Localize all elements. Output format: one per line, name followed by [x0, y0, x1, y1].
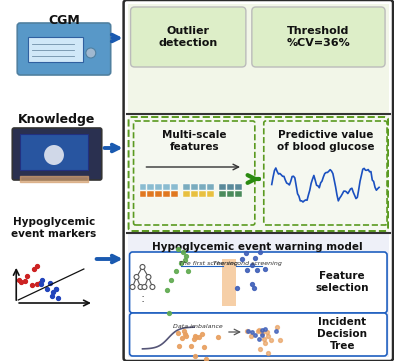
FancyBboxPatch shape [130, 252, 387, 313]
Text: Outlier
detection: Outlier detection [159, 26, 218, 48]
Text: Predictive value
of blood glucose: Predictive value of blood glucose [277, 130, 374, 152]
Bar [164, 191, 170, 197]
Circle shape [138, 284, 143, 290]
Circle shape [140, 265, 145, 270]
Text: :: : [140, 292, 145, 305]
Text: Knowledge: Knowledge [18, 113, 96, 126]
Bar [183, 191, 190, 197]
Bar [139, 191, 147, 197]
Bar [128, 4, 389, 115]
FancyBboxPatch shape [124, 0, 393, 361]
Circle shape [150, 284, 155, 290]
Bar [199, 184, 206, 190]
Text: Multi-scale
features: Multi-scale features [162, 130, 227, 152]
Bar [207, 191, 214, 197]
Bar [28, 37, 83, 62]
Text: The second screening: The second screening [214, 261, 282, 265]
Bar [222, 259, 236, 306]
Circle shape [142, 284, 147, 290]
Text: Threshold
%CV=36%: Threshold %CV=36% [286, 26, 350, 48]
Bar [147, 191, 154, 197]
Bar [235, 184, 242, 190]
Text: Incident
Decision
Tree: Incident Decision Tree [317, 317, 367, 351]
Text: The first screening: The first screening [178, 261, 238, 265]
Bar [147, 184, 154, 190]
Bar [155, 191, 162, 197]
FancyBboxPatch shape [134, 121, 255, 225]
Text: Data imbalance: Data imbalance [173, 323, 223, 329]
Text: Feature
selection: Feature selection [316, 271, 369, 293]
Bar [207, 184, 214, 190]
Bar [20, 134, 88, 170]
FancyBboxPatch shape [252, 7, 385, 67]
Circle shape [130, 284, 135, 290]
Circle shape [44, 145, 64, 165]
FancyBboxPatch shape [128, 117, 388, 231]
Circle shape [146, 274, 151, 279]
Bar [128, 233, 389, 357]
Bar [171, 191, 178, 197]
Bar [199, 191, 206, 197]
Bar [139, 184, 147, 190]
Bar [183, 184, 190, 190]
Bar [235, 191, 242, 197]
Bar [128, 115, 389, 233]
Bar [227, 191, 234, 197]
Bar [155, 184, 162, 190]
Text: Hypoglycemic
event markers: Hypoglycemic event markers [11, 217, 97, 239]
Text: Hypoglycemic event warning model: Hypoglycemic event warning model [152, 242, 363, 252]
FancyBboxPatch shape [12, 128, 102, 180]
Bar [219, 191, 226, 197]
FancyBboxPatch shape [264, 121, 387, 225]
Bar [171, 184, 178, 190]
FancyBboxPatch shape [130, 313, 387, 356]
Bar [227, 184, 234, 190]
Bar [191, 184, 198, 190]
Bar [191, 191, 198, 197]
Bar [219, 184, 226, 190]
FancyBboxPatch shape [17, 23, 111, 75]
Bar [164, 184, 170, 190]
FancyBboxPatch shape [130, 7, 246, 67]
Text: CGM: CGM [48, 13, 80, 26]
Circle shape [86, 48, 96, 58]
Circle shape [134, 274, 139, 279]
